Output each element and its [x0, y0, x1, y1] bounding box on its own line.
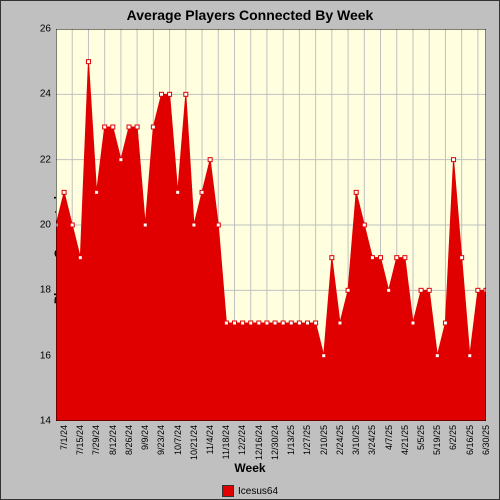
x-tick-label: 8/12/24: [108, 425, 118, 455]
x-tick-label: 10/21/24: [189, 425, 199, 460]
plot-area: [56, 29, 486, 421]
x-tick-label: 11/4/24: [205, 425, 215, 454]
y-tick-label: 24: [40, 89, 51, 100]
chart-frame: Average Players Connected By Week Player…: [0, 0, 500, 500]
y-tick-label: 18: [40, 285, 51, 296]
y-tick-label: 20: [40, 220, 51, 231]
x-tick-label: 4/21/25: [400, 425, 410, 455]
x-tick-label: 10/7/24: [173, 425, 183, 455]
y-tick-label: 22: [40, 154, 51, 165]
x-tick-label: 6/2/25: [448, 425, 458, 450]
x-tick-label: 6/16/25: [465, 425, 475, 455]
x-tick-label: 1/13/25: [286, 425, 296, 455]
x-tick-label: 2/24/25: [335, 425, 345, 455]
x-tick-label: 1/27/25: [302, 425, 312, 455]
legend-label: Icesus64: [238, 486, 278, 497]
y-tick-label: 14: [40, 416, 51, 427]
x-tick-label: 8/26/24: [124, 425, 134, 455]
legend-swatch: [222, 485, 234, 497]
x-tick-label: 12/16/24: [254, 425, 264, 460]
chart-title: Average Players Connected By Week: [1, 7, 499, 23]
x-tick-label: 4/7/25: [384, 425, 394, 450]
legend: Icesus64: [1, 485, 499, 497]
x-tick-label: 3/24/25: [367, 425, 377, 455]
x-tick-label: 12/2/24: [237, 425, 247, 455]
y-tick-label: 16: [40, 350, 51, 361]
x-tick-label: 9/23/24: [156, 425, 166, 455]
x-axis-label: Week: [1, 461, 499, 475]
x-tick-label: 7/15/24: [75, 425, 85, 455]
x-tick-label: 2/10/25: [319, 425, 329, 455]
x-tick-label: 6/30/25: [481, 425, 491, 455]
y-tick-label: 26: [40, 24, 51, 35]
x-tick-label: 11/18/24: [221, 425, 231, 459]
x-tick-label: 5/19/25: [432, 425, 442, 455]
x-tick-label: 7/29/24: [91, 425, 101, 455]
x-tick-label: 7/1/24: [59, 425, 69, 450]
x-tick-label: 3/10/25: [351, 425, 361, 455]
x-tick-label: 12/30/24: [270, 425, 280, 460]
x-tick-label: 5/5/25: [416, 425, 426, 450]
x-tick-label: 9/9/24: [140, 425, 150, 450]
